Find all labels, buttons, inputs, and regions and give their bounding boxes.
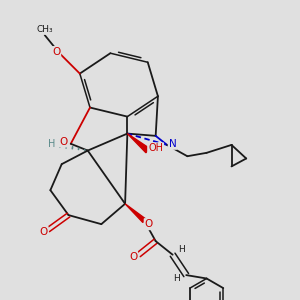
Text: H: H	[48, 139, 55, 149]
Text: OH: OH	[148, 143, 163, 153]
Text: O: O	[60, 136, 68, 146]
Text: H: H	[173, 274, 179, 283]
Polygon shape	[125, 204, 146, 223]
Text: O: O	[40, 227, 48, 237]
Text: H: H	[178, 244, 185, 253]
Text: O: O	[129, 252, 137, 262]
Polygon shape	[128, 134, 149, 153]
Text: N: N	[169, 139, 176, 149]
Text: O: O	[52, 47, 60, 57]
Text: O: O	[145, 219, 153, 229]
Text: CH₃: CH₃	[36, 25, 53, 34]
